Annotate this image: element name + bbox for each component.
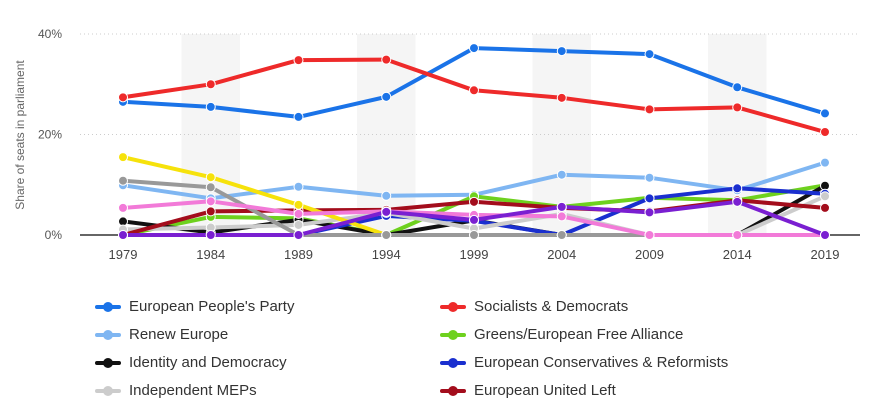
legend-label: European People's Party	[129, 298, 295, 315]
x-tick-label: 1989	[284, 247, 313, 262]
data-point[interactable]	[469, 43, 479, 54]
y-tick-label: 40%	[38, 27, 62, 41]
y-tick-label: 20%	[38, 128, 62, 142]
data-point[interactable]	[381, 91, 392, 102]
data-point[interactable]	[293, 111, 304, 122]
data-point[interactable]	[820, 108, 830, 119]
data-point[interactable]	[644, 207, 655, 218]
legend-item[interactable]: European People's Party	[95, 298, 294, 315]
legend-label: Independent MEPs	[129, 382, 257, 399]
data-point[interactable]	[644, 104, 655, 115]
data-point[interactable]	[293, 208, 304, 219]
data-point[interactable]	[293, 230, 304, 240]
data-point[interactable]	[556, 230, 567, 240]
data-point[interactable]	[293, 181, 304, 192]
legend-marker	[440, 385, 466, 397]
line-chart: Share of seats in parliament 0% 20% 40% 19…	[13, 27, 860, 262]
x-tick-label: 2019	[811, 247, 840, 262]
data-point[interactable]	[118, 202, 128, 213]
legend-label: Renew Europe	[129, 326, 229, 343]
x-tick-label: 2014	[723, 247, 752, 262]
data-point[interactable]	[732, 230, 743, 240]
data-point[interactable]	[644, 172, 655, 183]
data-point[interactable]	[381, 206, 392, 217]
data-point[interactable]	[205, 196, 216, 207]
legend-item[interactable]: European Conservatives & Reformists	[440, 354, 728, 371]
legend-marker	[95, 301, 121, 313]
legend-item[interactable]: Independent MEPs	[95, 382, 257, 399]
data-point[interactable]	[556, 201, 567, 212]
legend-marker	[440, 301, 466, 313]
data-point[interactable]	[732, 183, 743, 194]
data-point[interactable]	[118, 152, 128, 163]
data-point[interactable]	[644, 49, 655, 60]
data-point[interactable]	[732, 102, 743, 113]
data-point[interactable]	[820, 126, 830, 137]
y-tick-label: 0%	[45, 228, 63, 242]
legend-label: Socialists & Democrats	[474, 298, 629, 315]
data-point[interactable]	[820, 191, 830, 202]
data-point[interactable]	[118, 230, 128, 240]
data-point[interactable]	[556, 169, 567, 180]
data-point[interactable]	[732, 82, 743, 93]
legend-label: European United Left	[474, 382, 616, 399]
legend-marker	[95, 357, 121, 369]
data-point[interactable]	[293, 55, 304, 66]
data-point[interactable]	[205, 230, 216, 240]
x-tick-label: 2004	[547, 247, 576, 262]
data-point[interactable]	[118, 175, 128, 186]
data-point[interactable]	[820, 202, 830, 213]
data-point[interactable]	[205, 79, 216, 90]
legend-marker	[95, 385, 121, 397]
data-point[interactable]	[644, 193, 655, 204]
data-point[interactable]	[732, 196, 743, 207]
series-points	[118, 43, 830, 240]
legend-marker	[440, 329, 466, 341]
data-point[interactable]	[556, 211, 567, 222]
x-tick-label: 2009	[635, 247, 664, 262]
data-point[interactable]	[820, 157, 830, 168]
data-point[interactable]	[118, 92, 128, 103]
data-point[interactable]	[469, 85, 479, 96]
data-point[interactable]	[820, 230, 830, 240]
legend-item[interactable]: European United Left	[440, 382, 616, 399]
data-point[interactable]	[469, 230, 479, 240]
data-point[interactable]	[205, 172, 216, 183]
background-band	[532, 34, 591, 235]
x-tick-label: 1999	[460, 247, 489, 262]
data-point[interactable]	[205, 206, 216, 217]
data-point[interactable]	[381, 230, 392, 240]
data-point[interactable]	[556, 46, 567, 57]
legend-label: Greens/European Free Alliance	[474, 326, 684, 343]
legend-item[interactable]: Identity and Democracy	[95, 354, 287, 371]
data-point[interactable]	[381, 190, 392, 201]
x-tick-label: 1984	[196, 247, 225, 262]
data-point[interactable]	[293, 199, 304, 210]
data-point[interactable]	[644, 230, 655, 240]
legend-marker	[95, 329, 121, 341]
x-tick-labels: 1979 1984 1989 1994 1999 2004 2009 2014 2019	[109, 247, 840, 262]
y-tick-labels: 0% 20% 40%	[38, 27, 62, 242]
legend-label: Identity and Democracy	[129, 354, 287, 371]
legend-item[interactable]: Greens/European Free Alliance	[440, 326, 683, 343]
legend-label: European Conservatives & Reformists	[474, 354, 729, 371]
y-axis-title: Share of seats in parliament	[13, 60, 27, 210]
data-point[interactable]	[205, 182, 216, 193]
data-point[interactable]	[469, 214, 479, 225]
x-tick-label: 1979	[109, 247, 138, 262]
data-point[interactable]	[205, 101, 216, 112]
x-tick-label: 1994	[372, 247, 401, 262]
legend-marker	[440, 357, 466, 369]
data-point[interactable]	[293, 219, 304, 230]
data-point[interactable]	[381, 54, 392, 65]
data-point[interactable]	[469, 196, 479, 207]
data-point[interactable]	[556, 92, 567, 103]
legend-item[interactable]: Renew Europe	[95, 326, 228, 343]
legend-item[interactable]: Socialists & Democrats	[440, 298, 628, 315]
